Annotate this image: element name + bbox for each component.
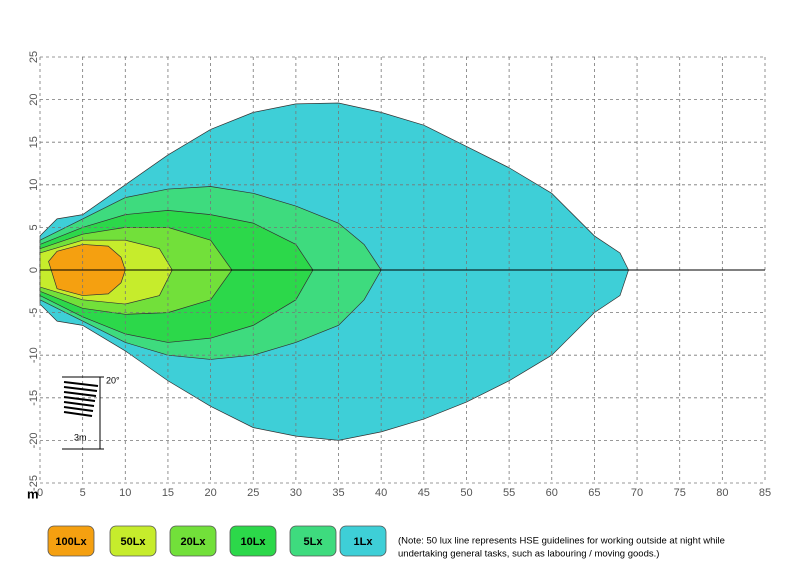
x-tick-label: 80 [716,487,728,499]
y-tick-label: 10 [28,179,40,191]
x-tick-label: 65 [588,487,600,499]
note: (Note: 50 lux line represents HSE guidel… [398,536,725,547]
x-tick-label: 20 [204,487,216,499]
legend-label: 5Lx [304,536,324,548]
y-tick-label: 5 [28,224,40,230]
x-tick-label: 10 [119,487,131,499]
x-tick-label: 50 [460,487,472,499]
x-tick-label: 30 [290,487,302,499]
legend-label: 20Lx [180,536,206,548]
legend-swatch [339,525,387,557]
legend-swatch [47,525,95,557]
y-tick-label: 15 [28,136,40,148]
legend-swatch [289,525,337,557]
x-tick-label: 75 [674,487,686,499]
x-tick-label: 70 [631,487,643,499]
y-tick-label: 20 [28,93,40,105]
x-tick-label: 55 [503,487,515,499]
x-axis-label: m [27,486,39,501]
angle-label: 20° [106,375,120,385]
legend-label: 50Lx [120,536,146,548]
x-tick-label: 85 [759,487,771,499]
legend-label: 1Lx [354,536,374,548]
y-tick-label: -5 [28,308,40,318]
x-tick-label: 0 [37,487,43,499]
note: undertaking general tasks, such as labou… [398,549,659,560]
x-tick-label: 25 [247,487,259,499]
legend-label: 100Lx [55,536,87,548]
distance-label: 3m [74,432,87,442]
legend-swatch [169,525,217,557]
x-tick-label: 5 [80,487,86,499]
x-tick-label: 15 [162,487,174,499]
legend-label: 10Lx [240,536,266,548]
y-tick-label: -20 [28,432,40,448]
y-tick-label: 0 [28,267,40,273]
legend-swatch [109,525,157,557]
y-tick-label: 25 [28,51,40,63]
y-tick-label: -10 [28,347,40,363]
beam-inset: 20° 3m [62,375,120,450]
x-tick-label: 60 [546,487,558,499]
x-tick-label: 45 [418,487,430,499]
x-tick-label: 35 [332,487,344,499]
y-tick-label: -15 [28,390,40,406]
x-tick-label: 40 [375,487,387,499]
y-tick-label: -25 [28,475,40,491]
legend-swatch [229,525,277,557]
